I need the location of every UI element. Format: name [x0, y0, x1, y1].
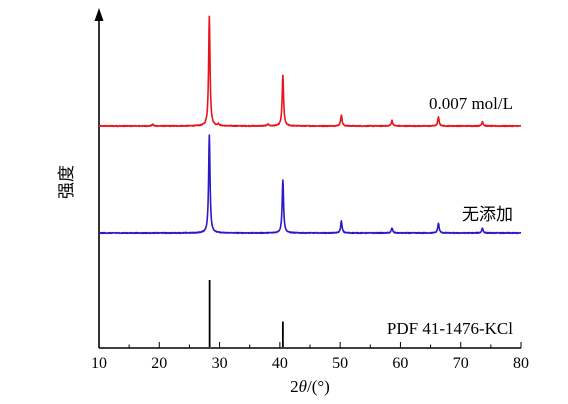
x-axis-ticks [98, 342, 522, 348]
y-axis-title: 强度 [57, 165, 76, 199]
series-2 [208, 280, 284, 347]
x-axis-tick-labels: 10 20 30 40 50 60 70 80 [91, 355, 529, 372]
series-lines [98, 15, 522, 347]
x-tick-label: 30 [212, 355, 228, 372]
series-label-1: 无添加 [462, 205, 513, 224]
x-tick-label: 70 [453, 355, 469, 372]
x-axis-title-theta: θ [299, 377, 307, 396]
series-label-2: PDF 41-1476-KCl [387, 319, 513, 338]
x-axis-title-suffix: /(°) [307, 377, 330, 396]
series-line [98, 15, 522, 128]
x-tick-label: 80 [513, 355, 529, 372]
y-axis-arrow [94, 8, 104, 21]
x-tick-label: 60 [392, 355, 408, 372]
series-label-0: 0.007 mol/L [429, 94, 513, 113]
series-1 [98, 134, 522, 235]
x-tick-label: 50 [332, 355, 348, 372]
series-line [98, 134, 522, 235]
x-axis-title-prefix: 2 [290, 377, 299, 396]
series-0 [98, 15, 522, 128]
x-axis-title: 2θ/(°) [290, 377, 330, 396]
x-axis-title-main: 2θ/(°) [290, 377, 330, 396]
x-tick-label: 10 [91, 355, 107, 372]
x-tick-label: 20 [151, 355, 167, 372]
x-tick-label: 40 [272, 355, 288, 372]
